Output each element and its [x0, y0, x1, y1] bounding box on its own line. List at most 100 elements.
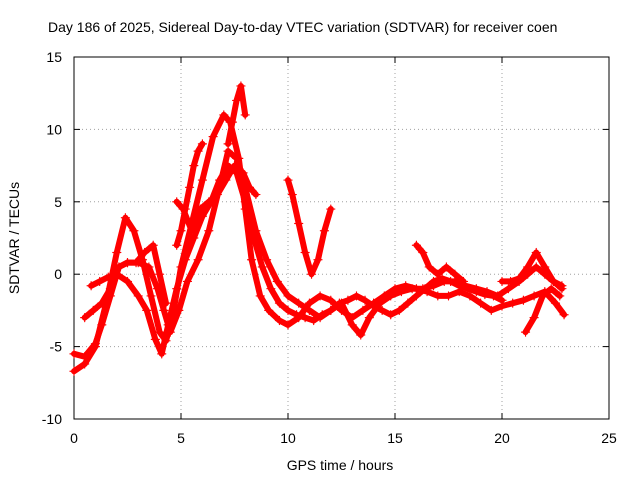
data-point	[356, 330, 366, 340]
data-point	[294, 298, 304, 308]
data-point	[176, 226, 186, 236]
data-point	[358, 305, 368, 315]
data-point	[197, 175, 207, 185]
data-point	[204, 226, 214, 236]
data-point	[283, 305, 293, 315]
data-point	[315, 291, 325, 301]
data-point	[163, 320, 173, 330]
data-point	[142, 305, 152, 315]
data-point	[122, 276, 133, 287]
data-point	[411, 240, 421, 250]
data-point	[317, 310, 327, 320]
data-point	[518, 295, 528, 305]
data-point	[407, 284, 417, 294]
x-tick-label: 15	[387, 430, 403, 446]
data-point	[131, 258, 141, 268]
data-point	[251, 189, 261, 200]
data-point	[300, 313, 310, 323]
y-tick-label: 0	[54, 266, 62, 282]
data-point	[193, 146, 203, 156]
data-point	[249, 233, 259, 243]
data-point	[140, 247, 150, 258]
data-point	[155, 269, 165, 279]
data-point	[97, 298, 107, 308]
data-point	[424, 262, 434, 272]
data-point	[471, 286, 481, 297]
data-point	[257, 262, 267, 272]
data-point	[229, 161, 240, 171]
data-point	[557, 284, 567, 294]
data-point	[411, 291, 421, 301]
data-point	[144, 262, 154, 272]
data-point	[227, 117, 237, 127]
data-point	[446, 276, 456, 287]
data-point	[80, 313, 90, 323]
data-point	[187, 226, 197, 236]
data-point	[148, 240, 158, 250]
data-point	[386, 291, 396, 301]
data-point	[122, 258, 133, 268]
data-point	[95, 276, 105, 287]
data-point	[375, 298, 385, 308]
data-point	[272, 276, 282, 287]
y-axis-label: SDTVAR / TECUs	[6, 182, 22, 294]
data-point	[520, 327, 531, 337]
x-tick-label: 0	[70, 430, 78, 446]
series-track	[88, 162, 505, 357]
data-point	[291, 310, 302, 320]
data-point	[90, 339, 100, 349]
data-point	[514, 273, 524, 284]
data-point	[313, 255, 323, 265]
data-point	[105, 284, 115, 294]
data-point	[283, 175, 293, 185]
data-point	[247, 255, 257, 265]
data-point	[351, 291, 362, 301]
y-tick-label: -10	[42, 411, 62, 427]
data-point	[476, 298, 486, 308]
series-satellite-track-J	[497, 247, 567, 294]
data-point	[193, 255, 203, 265]
data-point	[463, 284, 473, 294]
data-point	[548, 276, 558, 287]
data-point	[236, 81, 246, 91]
data-point	[488, 291, 499, 301]
data-point	[114, 262, 124, 272]
data-point	[497, 276, 507, 287]
data-point	[343, 295, 353, 305]
data-point	[559, 310, 569, 320]
grid-lines	[74, 57, 609, 419]
data-point	[546, 284, 556, 294]
data-point	[112, 247, 122, 258]
data-point	[180, 204, 190, 214]
series-satellite-track-E	[172, 161, 261, 236]
data-point	[182, 276, 193, 287]
plot-frame	[73, 56, 610, 420]
data-point	[184, 182, 195, 192]
data-point	[232, 153, 242, 163]
data-point	[334, 298, 344, 308]
data-point	[120, 213, 130, 223]
data-point	[197, 139, 207, 149]
data-point	[189, 161, 199, 171]
series-satellite-track-C	[86, 161, 507, 359]
data-point	[204, 197, 214, 207]
data-point	[195, 204, 205, 214]
series-satellite-track-D	[80, 240, 171, 323]
data-point	[240, 197, 250, 207]
data-point	[428, 276, 439, 287]
data-point	[97, 320, 107, 330]
data-point	[174, 305, 184, 315]
data-point	[505, 276, 516, 287]
data-point	[403, 298, 413, 308]
data-series	[69, 81, 569, 376]
data-point	[219, 110, 229, 120]
data-point	[420, 284, 430, 294]
data-point	[480, 289, 490, 300]
data-point	[309, 315, 319, 326]
series-track	[285, 177, 334, 278]
y-tick-label: -5	[50, 339, 63, 355]
data-point	[161, 298, 171, 308]
data-point	[377, 305, 387, 315]
data-point	[523, 262, 533, 272]
